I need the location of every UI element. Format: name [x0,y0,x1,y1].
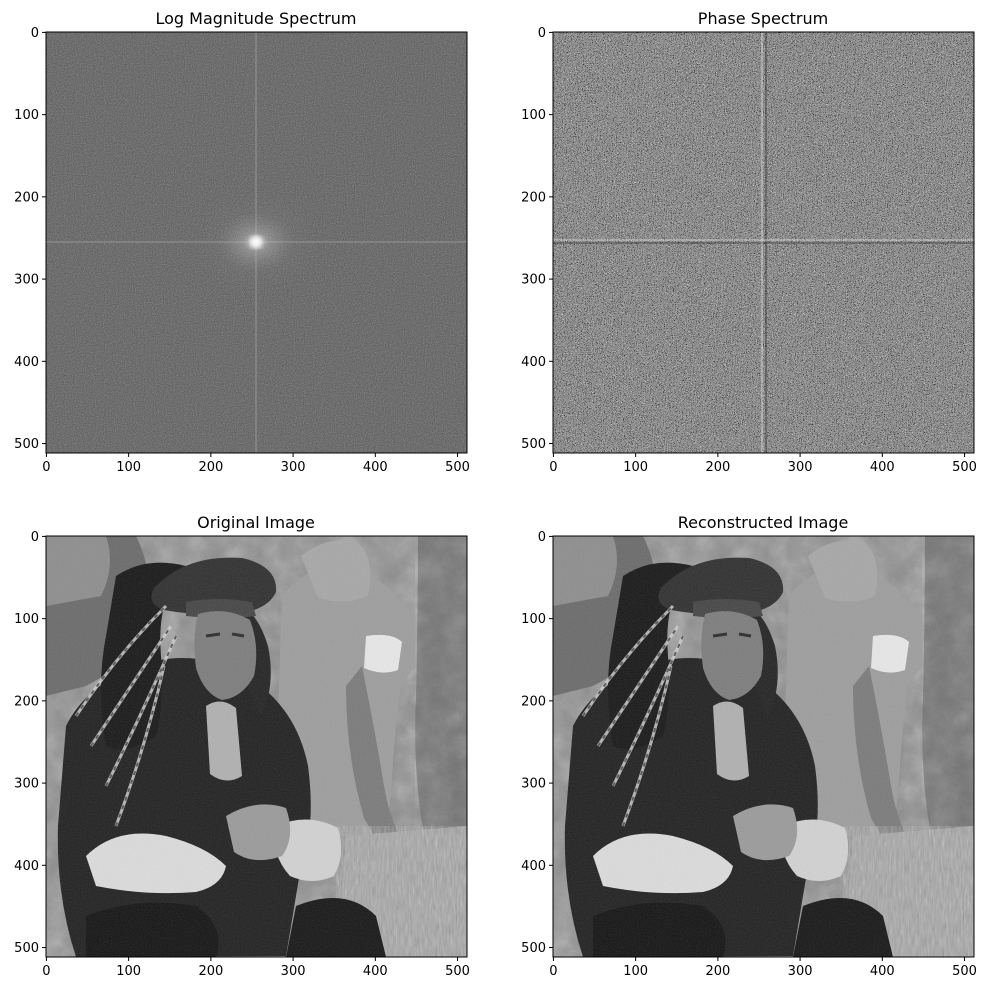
y-tick-label: 200 [521,694,546,709]
y-tick-label: 100 [521,108,546,123]
axes-frame [45,31,468,454]
y-tick-label: 300 [521,777,546,792]
x-tick-label: 400 [363,964,388,979]
y-tick-label: 300 [14,777,39,792]
x-tick-label: 500 [445,460,470,475]
heatmap-image [46,32,467,453]
axes-frame [552,31,975,454]
subplot-title: Phase Spectrum [698,9,828,28]
x-tick-label: 300 [281,964,306,979]
y-tick-label: 400 [521,859,546,874]
y-tick-label: 0 [538,26,546,41]
subplot-log-magnitude: Log Magnitude Spectrum 0 100 200 300 400 500 … [14,9,470,475]
x-axis: 0 100 200 300 400 500 [42,453,470,475]
x-tick-label: 0 [549,964,557,979]
x-tick-label: 200 [198,964,223,979]
y-tick-label: 500 [14,437,39,452]
y-tick-label: 400 [14,355,39,370]
x-tick-label: 200 [705,964,730,979]
y-axis: 0 100 200 300 400 500 [14,530,46,956]
x-tick-label: 200 [705,460,730,475]
x-tick-label: 300 [281,460,306,475]
subplot-title: Reconstructed Image [678,513,849,532]
x-tick-label: 500 [445,964,470,979]
y-tick-label: 0 [31,26,39,41]
subplot-reconstructed: Reconstructed Image 0 100 200 300 400 500 0 10… [521,513,977,979]
y-tick-label: 300 [14,273,39,288]
y-tick-label: 200 [521,190,546,205]
x-tick-label: 100 [116,964,141,979]
x-tick-label: 500 [952,964,977,979]
x-tick-label: 100 [623,460,648,475]
y-tick-label: 400 [521,355,546,370]
subplot-title: Original Image [197,513,315,532]
y-tick-label: 200 [14,190,39,205]
axes-frame [45,535,468,958]
x-tick-label: 500 [952,460,977,475]
y-tick-label: 100 [14,108,39,123]
y-tick-label: 500 [14,941,39,956]
x-tick-label: 300 [788,964,813,979]
x-tick-label: 400 [363,460,388,475]
y-tick-label: 400 [14,859,39,874]
heatmap-image [553,32,974,453]
x-tick-label: 100 [623,964,648,979]
x-tick-label: 100 [116,460,141,475]
photo-image [46,536,467,957]
y-tick-label: 0 [31,530,39,545]
x-tick-label: 400 [870,964,895,979]
y-axis: 0 100 200 300 400 500 [521,530,553,956]
y-tick-label: 100 [14,612,39,627]
x-axis: 0 100 200 300 400 500 [42,957,470,979]
y-axis: 0 100 200 300 400 500 [521,26,553,452]
x-tick-label: 0 [42,460,50,475]
axes-frame [552,535,975,958]
y-tick-label: 200 [14,694,39,709]
x-tick-label: 0 [549,460,557,475]
y-tick-label: 0 [538,530,546,545]
y-tick-label: 100 [521,612,546,627]
y-axis: 0 100 200 300 400 500 [14,26,46,452]
x-tick-label: 0 [42,964,50,979]
x-tick-label: 300 [788,460,813,475]
x-tick-label: 200 [198,460,223,475]
y-tick-label: 500 [521,941,546,956]
x-tick-label: 400 [870,460,895,475]
subplot-original: Original Image 0 100 200 300 400 500 0 100 200 3… [14,513,470,979]
subplot-phase: Phase Spectrum 0 100 200 300 400 500 0 100 200 3… [521,9,977,475]
y-tick-label: 300 [521,273,546,288]
x-axis: 0 100 200 300 400 500 [549,453,977,475]
photo-image [553,536,974,957]
x-axis: 0 100 200 300 400 500 [549,957,977,979]
y-tick-label: 500 [521,437,546,452]
subplot-title: Log Magnitude Spectrum [155,9,356,28]
